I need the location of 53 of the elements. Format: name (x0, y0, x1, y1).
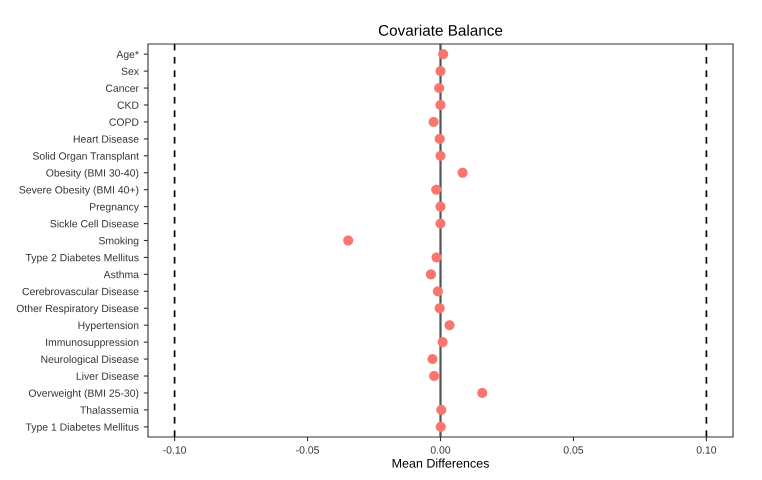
y-tick-label: Thalassemia (80, 406, 139, 414)
point (343, 235, 354, 246)
point (435, 150, 446, 161)
point (438, 337, 448, 348)
y-tick-label: Type 2 Diabetes Mellitus (26, 254, 139, 264)
x-axis-title: Mean Differences (392, 458, 489, 468)
x-tick-label: 0.05 (564, 446, 584, 454)
point (436, 404, 446, 415)
point (435, 202, 446, 212)
y-tick-label: Immunosuppression (46, 338, 138, 348)
point (457, 168, 468, 178)
point (429, 370, 440, 382)
x-tick-label: 0.00 (430, 446, 450, 454)
y-tick-label: CKD (118, 101, 138, 109)
point (435, 66, 446, 76)
point (435, 100, 446, 110)
x-tick-label: 0.10 (696, 446, 716, 454)
y-tick-label: Sickle Cell Disease (50, 220, 139, 228)
y-tick-label: Neurological Disease (41, 355, 139, 366)
y-tick-label: Cerebrovascular Disease (22, 288, 139, 296)
y-tick-label: Heart Disease (74, 135, 139, 143)
y-tick-label: Liver Disease (76, 372, 139, 380)
point (438, 49, 448, 60)
point (435, 218, 446, 229)
point (426, 269, 436, 280)
point (444, 320, 455, 330)
point (431, 252, 442, 263)
point (428, 116, 439, 128)
y-tick-label: Hypertension (78, 321, 138, 332)
y-tick-label: Pregnancy (90, 203, 139, 213)
y-tick-label: Severe Obesity (BMI 40+) (19, 186, 138, 196)
y-tick-label: Sex (121, 68, 139, 75)
point (431, 184, 442, 195)
y-tick-label: Asthma (104, 270, 139, 278)
y-tick-label: Cancer (106, 84, 139, 92)
point (427, 354, 438, 364)
y-tick-label: Obesity (BMI 30-40) (46, 168, 138, 179)
y-tick-label: Other Respiratory Disease (16, 304, 139, 314)
y-tick-label: Type 1 Diabetes Mellitus (26, 423, 139, 433)
point (477, 388, 488, 398)
y-tick-label: COPD (109, 118, 138, 126)
y-tick-label: Solid Organ Transplant (32, 152, 139, 162)
point (434, 82, 444, 94)
point (436, 422, 446, 432)
y-tick-label: Smoking (98, 236, 138, 246)
x-tick-label: -0.10 (163, 446, 186, 454)
x-tick-label: -0.05 (296, 446, 319, 454)
point (432, 286, 443, 296)
y-tick-label: Age* (116, 50, 139, 60)
point (434, 303, 445, 314)
point (434, 134, 445, 144)
chart-title: Covariate Balance (378, 24, 502, 36)
y-tick-label: Overweight (BMI 25-30) (28, 389, 138, 399)
